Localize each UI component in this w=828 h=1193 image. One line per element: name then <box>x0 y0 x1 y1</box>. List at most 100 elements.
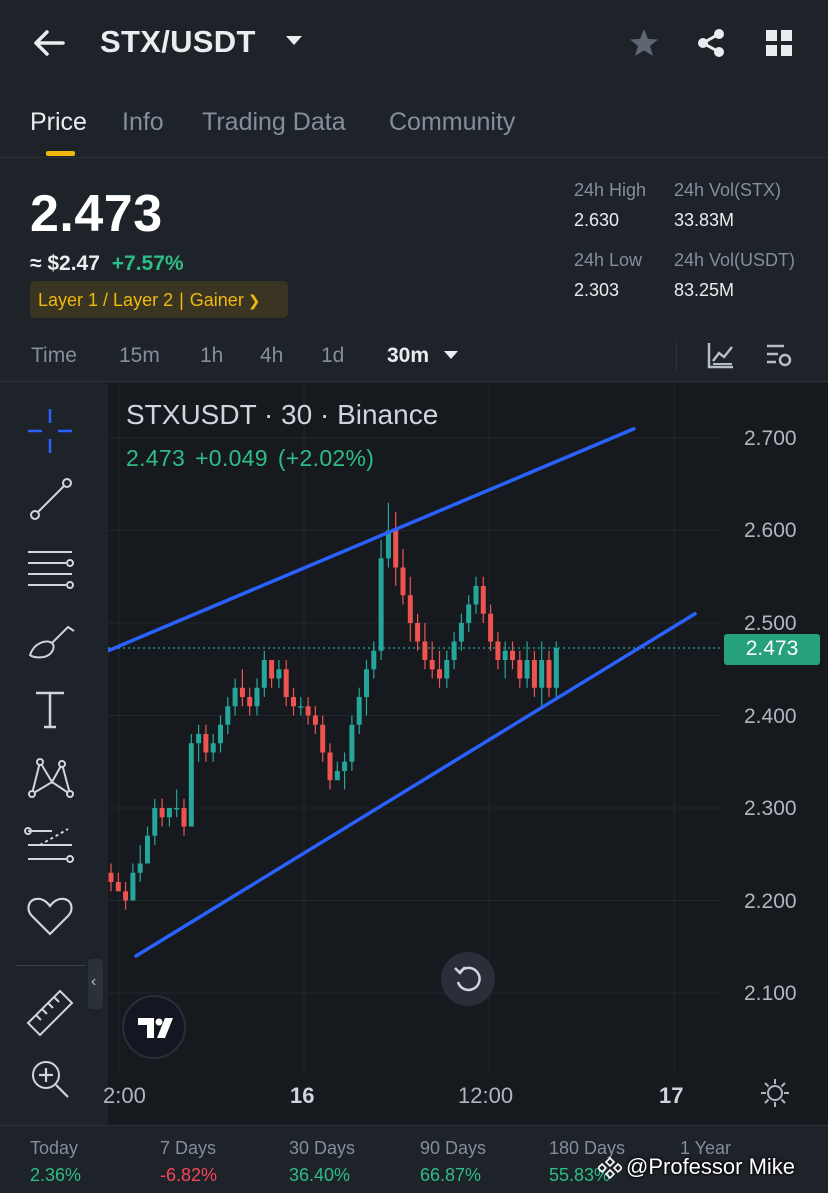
candle-body <box>203 734 209 753</box>
gear-icon[interactable] <box>758 1076 792 1110</box>
low-value: 2.303 <box>574 280 620 300</box>
candle-body <box>276 669 282 679</box>
toolbar-divider <box>16 965 86 966</box>
top-bar: STX/USDT <box>0 0 828 86</box>
interval-4h[interactable]: 4h <box>260 344 284 367</box>
candle-body <box>480 586 486 614</box>
low-label: 24h Low <box>574 250 643 270</box>
text-icon[interactable] <box>22 681 78 737</box>
x-tick-label: 16 <box>290 1083 315 1108</box>
x-tick-label: 17 <box>659 1083 684 1108</box>
perf-label: 30 Days <box>289 1138 356 1158</box>
candle-body <box>539 660 545 688</box>
candle-body <box>473 586 479 605</box>
candle-body <box>283 669 289 697</box>
vol-quote-value: 83.25M <box>674 280 735 300</box>
perf-value: 55.83% <box>549 1165 611 1185</box>
interval-30m[interactable]: 30m <box>387 344 430 367</box>
y-tick-label: 2.200 <box>744 890 797 913</box>
crosshair-icon[interactable] <box>22 403 78 459</box>
binance-logo-icon <box>596 1156 624 1180</box>
grid-icon[interactable] <box>762 26 796 60</box>
candle-body <box>305 706 311 716</box>
y-tick-label: 2.400 <box>744 705 797 728</box>
ruler-icon[interactable] <box>22 983 78 1039</box>
y-tick-label: 2.700 <box>744 427 797 450</box>
candle-body <box>553 647 559 688</box>
candle-body <box>291 697 296 707</box>
channel-upper-line <box>108 427 636 653</box>
pair-title[interactable]: STX/USDT <box>100 24 256 59</box>
star-icon[interactable] <box>627 26 661 60</box>
candle-body <box>371 650 377 670</box>
watermark: @Professor Mike <box>596 1154 795 1184</box>
candle-body <box>115 882 121 892</box>
candle-body <box>502 650 508 660</box>
candle-body <box>145 835 150 864</box>
tab-price[interactable]: Price <box>30 108 87 136</box>
vol-base-label: 24h Vol(STX) <box>674 180 782 200</box>
category-tags[interactable]: Layer 1 / Layer 2 | Gainer ❯ <box>30 281 288 318</box>
toolbar-collapse-button[interactable]: ‹ <box>88 959 103 1009</box>
share-icon[interactable] <box>694 26 728 60</box>
candle-body <box>444 660 450 679</box>
tab-info[interactable]: Info <box>122 108 164 136</box>
chart-area[interactable]: ‹ STXUSDT · 30 · Binance 2.473 +0.049 (+2.… <box>0 383 828 1125</box>
chevron-left-icon: ‹ <box>91 973 97 990</box>
candle-body <box>166 808 172 818</box>
reset-chart-icon[interactable] <box>441 952 495 1006</box>
candlestick-chart[interactable] <box>108 383 828 1125</box>
pair-dropdown-caret-icon[interactable] <box>286 36 302 45</box>
high-value: 2.630 <box>574 210 620 230</box>
candle-body <box>327 752 333 781</box>
candle-body <box>159 808 165 818</box>
candle-body <box>174 808 180 810</box>
divider <box>676 338 677 372</box>
candle-body <box>123 891 129 901</box>
candle-body <box>218 724 223 744</box>
tab-community[interactable]: Community <box>389 108 516 136</box>
candle-body <box>531 660 537 688</box>
interval-1d[interactable]: 1d <box>321 344 345 367</box>
performance-bar: Today 2.36% 7 Days -6.82% 30 Days 36.40%… <box>0 1125 828 1193</box>
favorite-heart-icon[interactable] <box>22 888 78 944</box>
tab-trading-data[interactable]: Trading Data <box>202 108 346 136</box>
candle-body <box>210 743 216 753</box>
pattern-icon[interactable] <box>22 750 78 806</box>
back-arrow-icon[interactable] <box>30 26 70 60</box>
candle-body <box>400 567 406 596</box>
candle-body <box>429 660 435 670</box>
x-tick-label: 2:00 <box>103 1083 146 1108</box>
perf-value: 2.36% <box>30 1165 82 1185</box>
tradingview-logo-icon[interactable] <box>122 995 186 1059</box>
interval-15m[interactable]: 15m <box>119 344 160 367</box>
candle-body <box>510 650 515 660</box>
chart-settings-icon[interactable] <box>764 340 794 370</box>
candle-body <box>247 697 253 707</box>
candle-body <box>181 808 187 827</box>
fib-lines-icon[interactable] <box>22 541 78 597</box>
tag-gainer[interactable]: Gainer <box>189 290 244 310</box>
candle-body <box>407 595 413 623</box>
tab-bar: Price Info Trading Data Community <box>0 96 828 158</box>
brush-icon[interactable] <box>22 613 78 669</box>
chart-change-pct: (+2.02%) <box>277 445 375 471</box>
zoom-in-icon[interactable] <box>22 1051 78 1107</box>
interval-dropdown-caret-icon[interactable] <box>444 351 458 359</box>
tag-layer[interactable]: Layer 1 / Layer 2 <box>38 290 174 310</box>
forecast-lines-icon[interactable] <box>22 819 78 875</box>
interval-1h[interactable]: 1h <box>200 344 224 367</box>
indicator-icon[interactable] <box>706 340 736 370</box>
candle-body <box>137 863 143 873</box>
perf-label: 90 Days <box>420 1138 487 1158</box>
candle-body <box>232 687 238 707</box>
candle-body <box>488 613 494 642</box>
y-tick-label: 2.500 <box>744 612 797 635</box>
trendline-icon[interactable] <box>22 471 78 527</box>
interval-time[interactable]: Time <box>31 344 77 367</box>
candle-body <box>254 687 260 707</box>
x-tick-label: 12:00 <box>458 1083 514 1108</box>
perf-value: 36.40% <box>289 1165 351 1185</box>
candle-body <box>364 669 369 697</box>
candle-body <box>225 706 231 725</box>
